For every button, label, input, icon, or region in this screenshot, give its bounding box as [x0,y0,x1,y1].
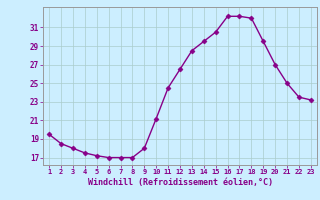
X-axis label: Windchill (Refroidissement éolien,°C): Windchill (Refroidissement éolien,°C) [87,178,273,187]
